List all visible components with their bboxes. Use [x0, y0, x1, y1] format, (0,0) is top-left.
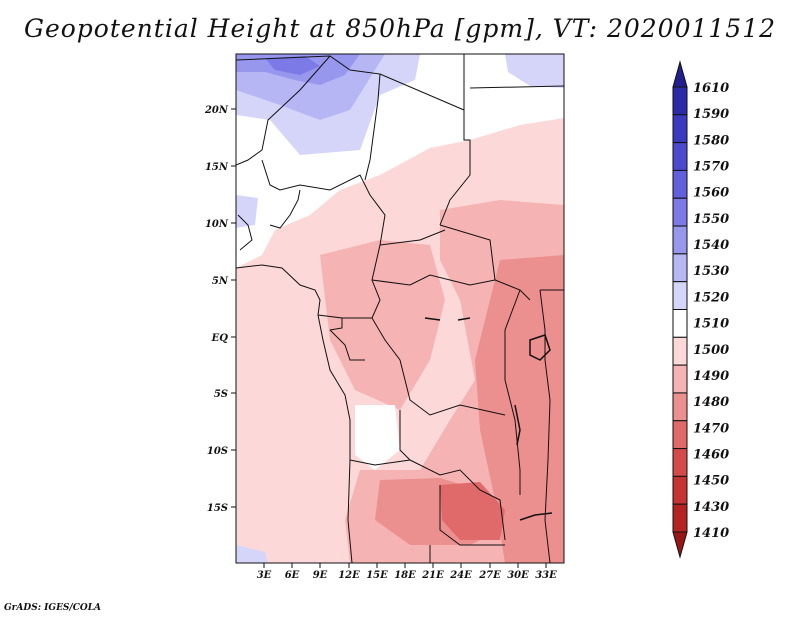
colorbar-label: 1550: [693, 212, 729, 227]
country-borders: [236, 54, 564, 563]
colorbar-segment: [672, 364, 688, 394]
field-1510-central: [355, 405, 400, 470]
colorbar-label: 1410: [693, 526, 729, 541]
colorbar-segment: [672, 503, 688, 533]
colorbar-label: 1510: [693, 317, 729, 332]
lat-label: 15S: [207, 503, 228, 514]
colorbar-segment: [672, 309, 688, 338]
colorbar-segment: [672, 392, 688, 422]
lat-label: 5N: [212, 276, 229, 287]
colorbar-label: 1570: [693, 160, 729, 175]
lat-label: 10S: [207, 446, 228, 457]
field-1520-northeast: [505, 54, 564, 88]
lat-label: 20N: [204, 105, 229, 116]
map-frame: [235, 53, 565, 564]
colorbar-bottom-arrow: [672, 531, 688, 559]
map-title: Geopotential Height at 850hPa [gpm], VT:…: [23, 14, 777, 43]
colorbar-label: 1580: [693, 133, 729, 148]
colorbar-segment: [672, 86, 688, 116]
longitude-axis: 3E 6E 9E 12E 15E 18E 21E 24E 27E 30E 33E: [257, 563, 557, 581]
colorbar-label: 1450: [693, 474, 729, 489]
colorbar-segment: [672, 169, 688, 199]
lat-label: 15N: [205, 162, 229, 173]
lon-label: 30E: [507, 570, 529, 581]
colorbar-segment: [672, 253, 688, 283]
lon-label: 12E: [338, 570, 360, 581]
lon-label: 6E: [285, 570, 300, 581]
lon-label: 9E: [313, 570, 328, 581]
colorbar-label: 1540: [693, 238, 729, 253]
field-1490-central: [320, 240, 445, 410]
colorbar-label: 1590: [693, 107, 729, 122]
colorbar-label: 1460: [693, 447, 729, 462]
lon-label: 21E: [421, 570, 444, 581]
colorbar-top-arrow: [672, 60, 688, 88]
field-1520-southwest: [236, 545, 268, 563]
colorbar-segment: [672, 197, 688, 227]
lon-label: 15E: [366, 570, 388, 581]
latitude-axis: 20N 15N 10N 5N EQ 5S 10S 15S: [204, 105, 236, 514]
lat-label: EQ: [211, 333, 229, 344]
colorbar: 1610 1590 1580 1570 1560 1550 1540 1530 1520 1510…: [672, 60, 729, 559]
colorbar-label: 1500: [693, 343, 729, 358]
lat-label: 5S: [214, 389, 228, 400]
lon-label: 33E: [535, 570, 557, 581]
colorbar-label: 1560: [693, 186, 729, 201]
lakes: [424, 317, 553, 521]
colorbar-label: 1470: [693, 421, 729, 436]
colorbar-label: 1490: [693, 369, 729, 384]
colorbar-label: 1530: [693, 264, 729, 279]
footer-credit: GrADS: IGES/COLA: [4, 603, 102, 613]
lon-label: 27E: [478, 570, 501, 581]
lon-label: 24E: [449, 570, 472, 581]
lat-label: 10N: [205, 219, 229, 230]
colorbar-label: 1610: [693, 81, 729, 96]
colorbar-segment: [672, 448, 688, 477]
lon-label: 18E: [394, 570, 416, 581]
colorbar-label: 1480: [693, 395, 729, 410]
field-1470-south: [440, 482, 505, 540]
colorbar-segment: [672, 281, 688, 310]
colorbar-segment: [672, 336, 688, 366]
field-1550-northwest: [265, 56, 320, 75]
colorbar-segment: [672, 420, 688, 450]
colorbar-segment: [672, 225, 688, 255]
lon-label: 3E: [257, 570, 272, 581]
colorbar-segment: [672, 114, 688, 144]
colorbar-segment: [672, 475, 688, 505]
colorbar-label: 1430: [693, 500, 729, 515]
field-1520-west: [236, 195, 258, 228]
colorbar-label: 1520: [693, 290, 729, 305]
field-1480-east: [475, 255, 564, 563]
colorbar-segment: [672, 142, 688, 171]
map-panel: [236, 54, 564, 563]
